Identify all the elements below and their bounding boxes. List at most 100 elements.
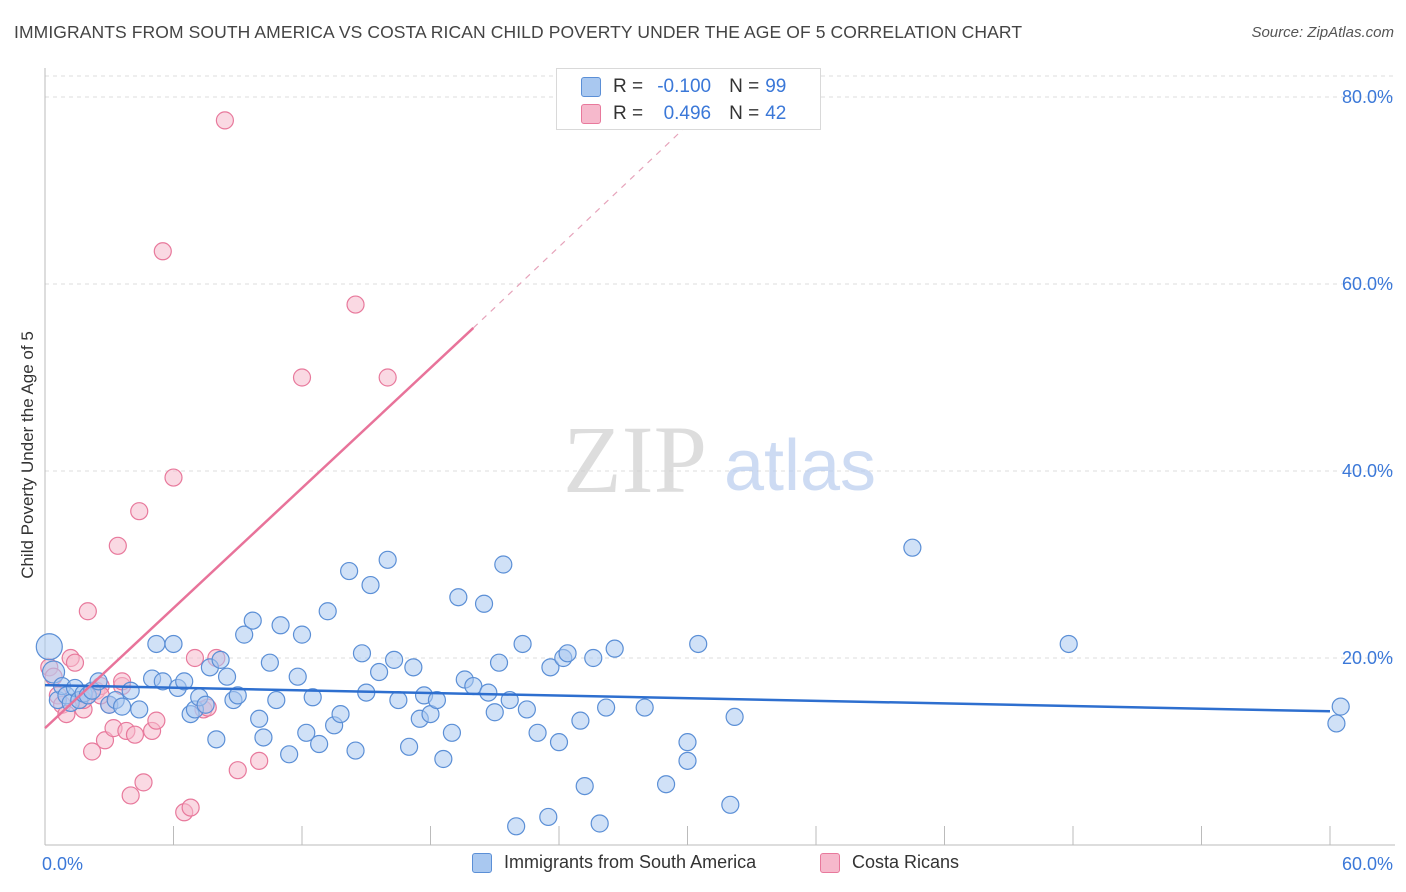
blue-point	[605, 639, 624, 658]
blue-point	[211, 650, 230, 669]
blue-point	[1059, 634, 1078, 654]
pink-point	[378, 368, 397, 387]
blue-point	[656, 775, 676, 794]
blue-point	[1331, 697, 1350, 716]
source-label: Source: ZipAtlas.com	[1251, 24, 1394, 41]
blue-point	[635, 698, 654, 717]
grid-lines	[45, 75, 1395, 659]
blue-point	[288, 667, 307, 686]
r-label: R =	[613, 103, 644, 124]
trend-lines	[44, 124, 1331, 730]
blue-point	[147, 634, 166, 654]
blue-point	[494, 555, 513, 574]
chart-title: IMMIGRANTS FROM SOUTH AMERICA VS COSTA R…	[14, 22, 1023, 42]
blue-point	[389, 690, 408, 710]
blue-point	[370, 662, 389, 682]
trend-line-pink	[44, 327, 475, 730]
blue-point	[558, 644, 577, 663]
blue-point	[271, 616, 290, 635]
pink-point	[292, 368, 312, 387]
blue-point	[399, 737, 419, 756]
legend-item-costa-ricans[interactable]: Costa Ricans	[820, 852, 959, 873]
blue-point	[678, 751, 697, 770]
blue-point	[689, 634, 708, 654]
pink-point	[65, 653, 85, 672]
y-tick-label: 40.0%	[1342, 461, 1393, 481]
blue-point	[1327, 714, 1346, 733]
stats-row-blue: R = -0.100 N = 99	[581, 75, 786, 99]
pink-point	[153, 242, 172, 261]
blue-point	[346, 741, 365, 760]
blue-point	[352, 644, 372, 663]
blue-point	[507, 817, 526, 836]
blue-point	[449, 588, 468, 607]
blue-point	[541, 658, 560, 677]
stats-row-pink: R = 0.496 N = 42	[581, 102, 786, 126]
pink-point	[346, 295, 365, 314]
blue-point	[235, 625, 254, 644]
series-legend: Immigrants from South America Costa Rica…	[0, 852, 1406, 878]
series-immigrants-south-america	[35, 538, 1350, 836]
n-label: N =	[729, 76, 760, 97]
axes	[44, 68, 1395, 846]
y-axis-label: Child Poverty Under the Age of 5	[18, 331, 37, 579]
pink-point	[125, 725, 145, 744]
blue-point	[597, 698, 616, 717]
blue-point	[207, 730, 226, 749]
blue-point	[297, 723, 316, 742]
pink-point	[83, 742, 102, 761]
blue-point	[427, 690, 447, 710]
blue-point	[678, 733, 697, 752]
pink-point	[121, 786, 140, 805]
blue-point	[513, 634, 532, 654]
pink-point	[250, 751, 269, 770]
stats-legend: R = -0.100 N = 99 R = 0.496 N = 42	[556, 68, 821, 130]
blue-point	[217, 667, 237, 686]
stats-swatch-pink	[581, 104, 601, 124]
blue-point	[340, 561, 359, 581]
x-tick-label-min: 0.0%	[42, 854, 83, 874]
blue-point	[485, 703, 504, 722]
blue-point	[260, 653, 279, 672]
x-tick-label-max: 60.0%	[1342, 854, 1393, 874]
pink-point	[130, 502, 149, 521]
blue-point	[318, 602, 337, 621]
blue-point	[35, 633, 63, 661]
stats-swatch-blue	[581, 77, 601, 97]
blue-point	[517, 700, 536, 719]
pink-point	[147, 711, 166, 730]
blue-point	[243, 611, 262, 630]
blue-point	[442, 723, 462, 742]
y-tick-label: 60.0%	[1342, 274, 1393, 294]
blue-point	[549, 733, 569, 752]
legend-swatch-pink	[820, 852, 840, 873]
blue-point	[571, 711, 590, 730]
blue-point	[112, 697, 132, 716]
pink-point	[228, 761, 247, 780]
watermark-zip: ZIP	[563, 406, 707, 513]
blue-point	[489, 653, 509, 672]
blue-point	[196, 695, 215, 714]
pink-point	[78, 602, 97, 621]
pink-point	[185, 648, 205, 668]
blue-point	[590, 814, 609, 833]
blue-point	[303, 688, 322, 707]
blue-point	[267, 690, 286, 710]
blue-point	[575, 776, 594, 796]
n-value: 99	[765, 76, 787, 97]
blue-point	[903, 538, 922, 557]
blue-point	[361, 575, 380, 595]
blue-point	[331, 704, 350, 724]
y-tick-label: 80.0%	[1342, 87, 1393, 107]
blue-point	[280, 745, 299, 764]
blue-point	[121, 681, 140, 700]
pink-point	[215, 111, 234, 130]
trend-line-pink-extension	[472, 124, 688, 329]
legend-item-immigrants[interactable]: Immigrants from South America	[472, 852, 756, 873]
trend-line-blue	[44, 683, 1331, 713]
r-label: R =	[613, 76, 644, 97]
blue-point	[153, 672, 172, 691]
pink-point	[164, 468, 183, 487]
blue-point	[528, 723, 547, 742]
